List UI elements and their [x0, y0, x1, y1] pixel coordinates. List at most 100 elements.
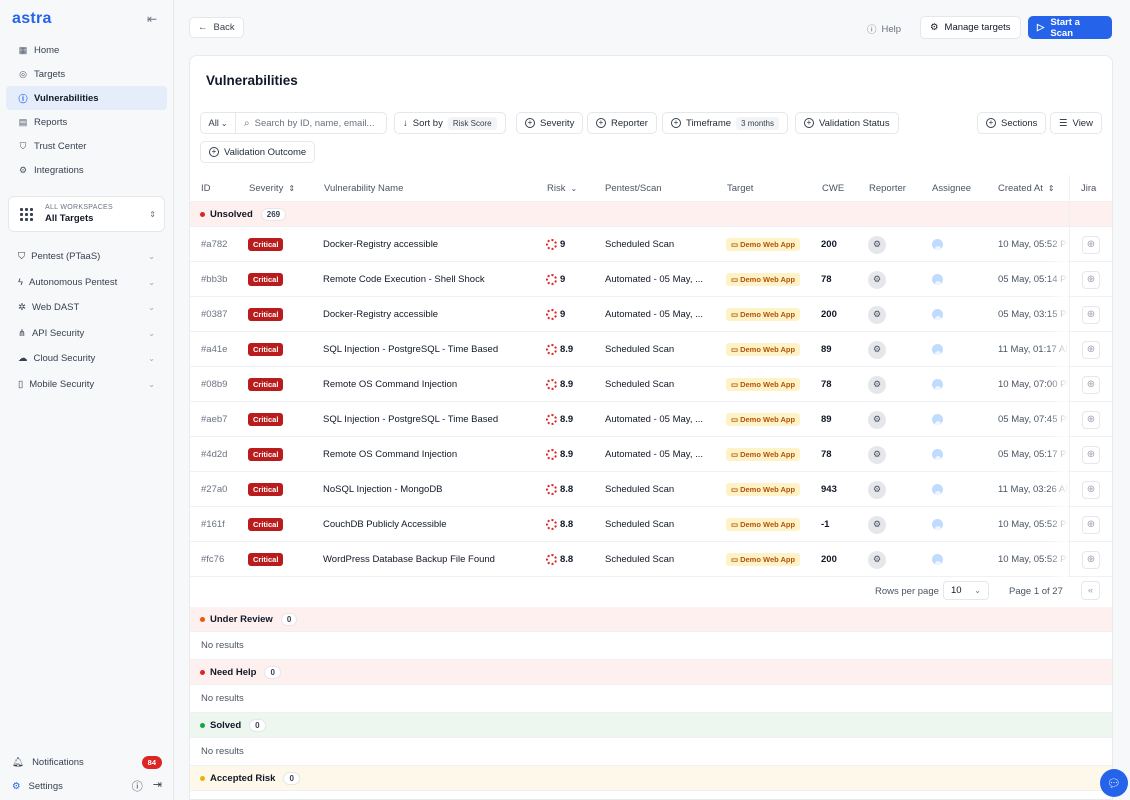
- add-jira-button[interactable]: ⊕: [1082, 340, 1100, 359]
- add-jira-button[interactable]: ⊕: [1082, 445, 1100, 464]
- vuln-name[interactable]: SQL Injection - PostgreSQL - Time Based: [323, 414, 499, 425]
- sidebar-item-vulnerabilities[interactable]: ⓘ Vulnerabilities: [6, 86, 167, 110]
- assignee-cell[interactable]: [932, 297, 943, 332]
- sidebar-item-trust-center[interactable]: ⛉ Trust Center: [6, 134, 167, 158]
- updown-chevron-icon: ⇕: [149, 209, 156, 219]
- col-severity[interactable]: Severity ⇕: [249, 183, 295, 194]
- sidebar-item-reports[interactable]: ▤ Reports: [6, 110, 167, 134]
- sidebar-group-cloud-security[interactable]: ☁ Cloud Security ⌄: [6, 346, 167, 372]
- sidebar-group-api-security[interactable]: ⋔ API Security ⌄: [6, 321, 167, 347]
- validation-outcome-filter-button[interactable]: + Validation Outcome: [200, 141, 316, 163]
- target-badge[interactable]: ▭ Demo Web App: [726, 518, 801, 531]
- add-jira-button[interactable]: ⊕: [1082, 270, 1100, 289]
- rows-per-page-select[interactable]: 10 ⌄: [943, 581, 989, 600]
- assignee-cell[interactable]: [932, 472, 943, 507]
- add-jira-button[interactable]: ⊕: [1082, 480, 1100, 499]
- target-badge[interactable]: ▭ Demo Web App: [726, 448, 801, 461]
- add-jira-button[interactable]: ⊕: [1082, 410, 1100, 429]
- first-page-button[interactable]: «: [1081, 581, 1100, 600]
- target-badge[interactable]: ▭ Demo Web App: [726, 483, 801, 496]
- table-row[interactable]: #27a0 Critical NoSQL Injection - MongoDB…: [190, 472, 1112, 507]
- sidebar-item-integrations[interactable]: ⚙ Integrations: [6, 158, 167, 182]
- target-badge[interactable]: ▭ Demo Web App: [726, 273, 801, 286]
- sidebar-item-targets[interactable]: ◎ Targets: [6, 62, 167, 86]
- search-input[interactable]: [254, 117, 385, 129]
- target-badge[interactable]: ▭ Demo Web App: [726, 308, 801, 321]
- scope-dropdown[interactable]: All ⌄: [201, 113, 236, 133]
- add-jira-button[interactable]: ⊕: [1082, 305, 1100, 324]
- table-row[interactable]: #aeb7 Critical SQL Injection - PostgreSQ…: [190, 402, 1112, 437]
- add-jira-button[interactable]: ⊕: [1082, 550, 1100, 569]
- chat-support-button[interactable]: 💬︎: [1100, 769, 1128, 797]
- vuln-name[interactable]: Remote OS Command Injection: [323, 449, 458, 460]
- robot-icon: ⚙: [868, 515, 886, 534]
- severity-badge: Critical: [248, 483, 284, 496]
- target-badge[interactable]: ▭ Demo Web App: [726, 553, 801, 566]
- vuln-name[interactable]: Remote Code Execution - Shell Shock: [323, 274, 485, 285]
- vuln-name[interactable]: Docker-Registry accessible: [323, 239, 439, 250]
- col-risk[interactable]: Risk ⌄: [547, 183, 577, 194]
- col-created[interactable]: Created At ⇕: [998, 183, 1055, 194]
- assignee-cell[interactable]: [932, 402, 943, 437]
- sidebar-group-pentest[interactable]: ⛉ Pentest (PTaaS) ⌄: [6, 244, 167, 270]
- astra-logo[interactable]: astra: [12, 10, 52, 27]
- collapse-sidebar-icon[interactable]: ⇤: [146, 12, 157, 26]
- section-need-help[interactable]: Need Help 0: [190, 660, 1112, 685]
- sidebar-group-web-dast[interactable]: ✲ Web DAST ⌄: [6, 295, 167, 321]
- vuln-name[interactable]: SQL Injection - PostgreSQL - Time Based: [323, 344, 499, 355]
- add-jira-button[interactable]: ⊕: [1082, 375, 1100, 394]
- reporter-filter-button[interactable]: + Reporter: [587, 112, 657, 134]
- help-link[interactable]: ⓘ Help: [867, 22, 901, 37]
- table-row[interactable]: #a782 Critical Docker-Registry accessibl…: [190, 227, 1112, 262]
- sections-button[interactable]: + Sections: [977, 112, 1047, 134]
- logout-icon[interactable]: ⇥: [152, 779, 162, 791]
- severity-filter-button[interactable]: + Severity: [516, 112, 584, 134]
- assignee-cell[interactable]: [932, 437, 943, 472]
- created-at: 05 May, 05:17 PM: [998, 437, 1068, 472]
- sort-value-pill: Risk Score: [447, 116, 497, 130]
- vuln-name[interactable]: Docker-Registry accessible: [323, 309, 439, 320]
- table-row[interactable]: #a41e Critical SQL Injection - PostgreSQ…: [190, 332, 1112, 367]
- manage-targets-button[interactable]: ⚙ Manage targets: [920, 16, 1021, 39]
- section-solved[interactable]: Solved 0: [190, 713, 1112, 738]
- table-row[interactable]: #fc76 Critical WordPress Database Backup…: [190, 542, 1112, 577]
- table-row[interactable]: #08b9 Critical Remote OS Command Injecti…: [190, 367, 1112, 402]
- section-unsolved[interactable]: Unsolved 269: [190, 202, 1112, 227]
- assignee-cell[interactable]: [932, 367, 943, 402]
- target-badge[interactable]: ▭ Demo Web App: [726, 238, 801, 251]
- assignee-cell[interactable]: [932, 542, 943, 577]
- sidebar-group-autonomous-pentest[interactable]: ϟ Autonomous Pentest ⌄: [6, 270, 167, 296]
- help-circle-icon[interactable]: ⓘ: [131, 781, 143, 793]
- table-row[interactable]: #4d2d Critical Remote OS Command Injecti…: [190, 437, 1112, 472]
- add-jira-button[interactable]: ⊕: [1082, 515, 1100, 534]
- back-button[interactable]: ← Back: [189, 17, 244, 38]
- target-badge[interactable]: ▭ Demo Web App: [726, 343, 801, 356]
- sort-by-button[interactable]: ↓ Sort by Risk Score: [394, 112, 506, 134]
- table-row[interactable]: #161f Critical CouchDB Publicly Accessib…: [190, 507, 1112, 542]
- table-row[interactable]: #0387 Critical Docker-Registry accessibl…: [190, 297, 1112, 332]
- assignee-cell[interactable]: [932, 332, 943, 367]
- sidebar-item-home[interactable]: ▦ Home: [6, 38, 167, 62]
- add-jira-button[interactable]: ⊕: [1082, 235, 1100, 254]
- vuln-name[interactable]: CouchDB Publicly Accessible: [323, 519, 447, 530]
- validation-status-filter-button[interactable]: + Validation Status: [795, 112, 899, 134]
- workspace-selector[interactable]: ALL WORKSPACES All Targets ⇕: [8, 196, 165, 232]
- target-badge[interactable]: ▭ Demo Web App: [726, 378, 801, 391]
- settings-item[interactable]: ⚙ Settings ⓘ ⇥: [0, 774, 174, 798]
- vuln-name[interactable]: WordPress Database Backup File Found: [323, 554, 495, 565]
- target-badge[interactable]: ▭ Demo Web App: [726, 413, 801, 426]
- section-accepted-risk[interactable]: Accepted Risk 0: [190, 766, 1112, 791]
- assignee-cell[interactable]: [932, 262, 943, 297]
- assignee-cell[interactable]: [932, 227, 943, 262]
- start-scan-button[interactable]: ▷ Start a Scan: [1028, 16, 1112, 39]
- assignee-cell[interactable]: [932, 507, 943, 542]
- timeframe-filter-button[interactable]: + Timeframe 3 months: [662, 112, 788, 134]
- vuln-name[interactable]: Remote OS Command Injection: [323, 379, 458, 390]
- sidebar-group-mobile-security[interactable]: ▯ Mobile Security ⌄: [6, 372, 167, 398]
- sidebar-group-label: Cloud Security: [33, 353, 96, 365]
- table-row[interactable]: #bb3b Critical Remote Code Execution - S…: [190, 262, 1112, 297]
- notifications-item[interactable]: 🔔︎ Notifications 84: [0, 750, 174, 774]
- view-button[interactable]: ☰ View: [1050, 112, 1102, 134]
- vuln-name[interactable]: NoSQL Injection - MongoDB: [323, 484, 443, 495]
- section-under-review[interactable]: Under Review 0: [190, 607, 1112, 632]
